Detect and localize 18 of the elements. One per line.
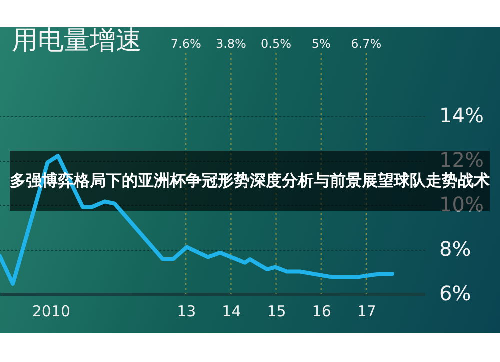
y-tick-label: 12% [440, 148, 484, 172]
y-tick-label: 10% [440, 192, 484, 216]
text: 7.6% [170, 37, 202, 51]
y-tick-label: 6% [440, 282, 472, 306]
text: 6.7% [351, 37, 382, 51]
x-tick-label: 17 [357, 302, 376, 320]
x-tick-label: 13 [177, 302, 196, 320]
y-tick-label: 8% [440, 237, 472, 261]
x-tick-label: 16 [312, 302, 332, 320]
line-series [0, 154, 395, 286]
y-tick-label: 14% [440, 104, 484, 128]
text: 5% [312, 37, 331, 51]
text: 0.5% [261, 37, 292, 51]
x-tick-label: 15 [267, 302, 286, 320]
x-tick-label: 2010 [32, 302, 71, 320]
text: 3.8% [216, 37, 246, 51]
chart-title: 用电量增速 [12, 26, 142, 56]
x-tick-label: 14 [222, 302, 242, 320]
